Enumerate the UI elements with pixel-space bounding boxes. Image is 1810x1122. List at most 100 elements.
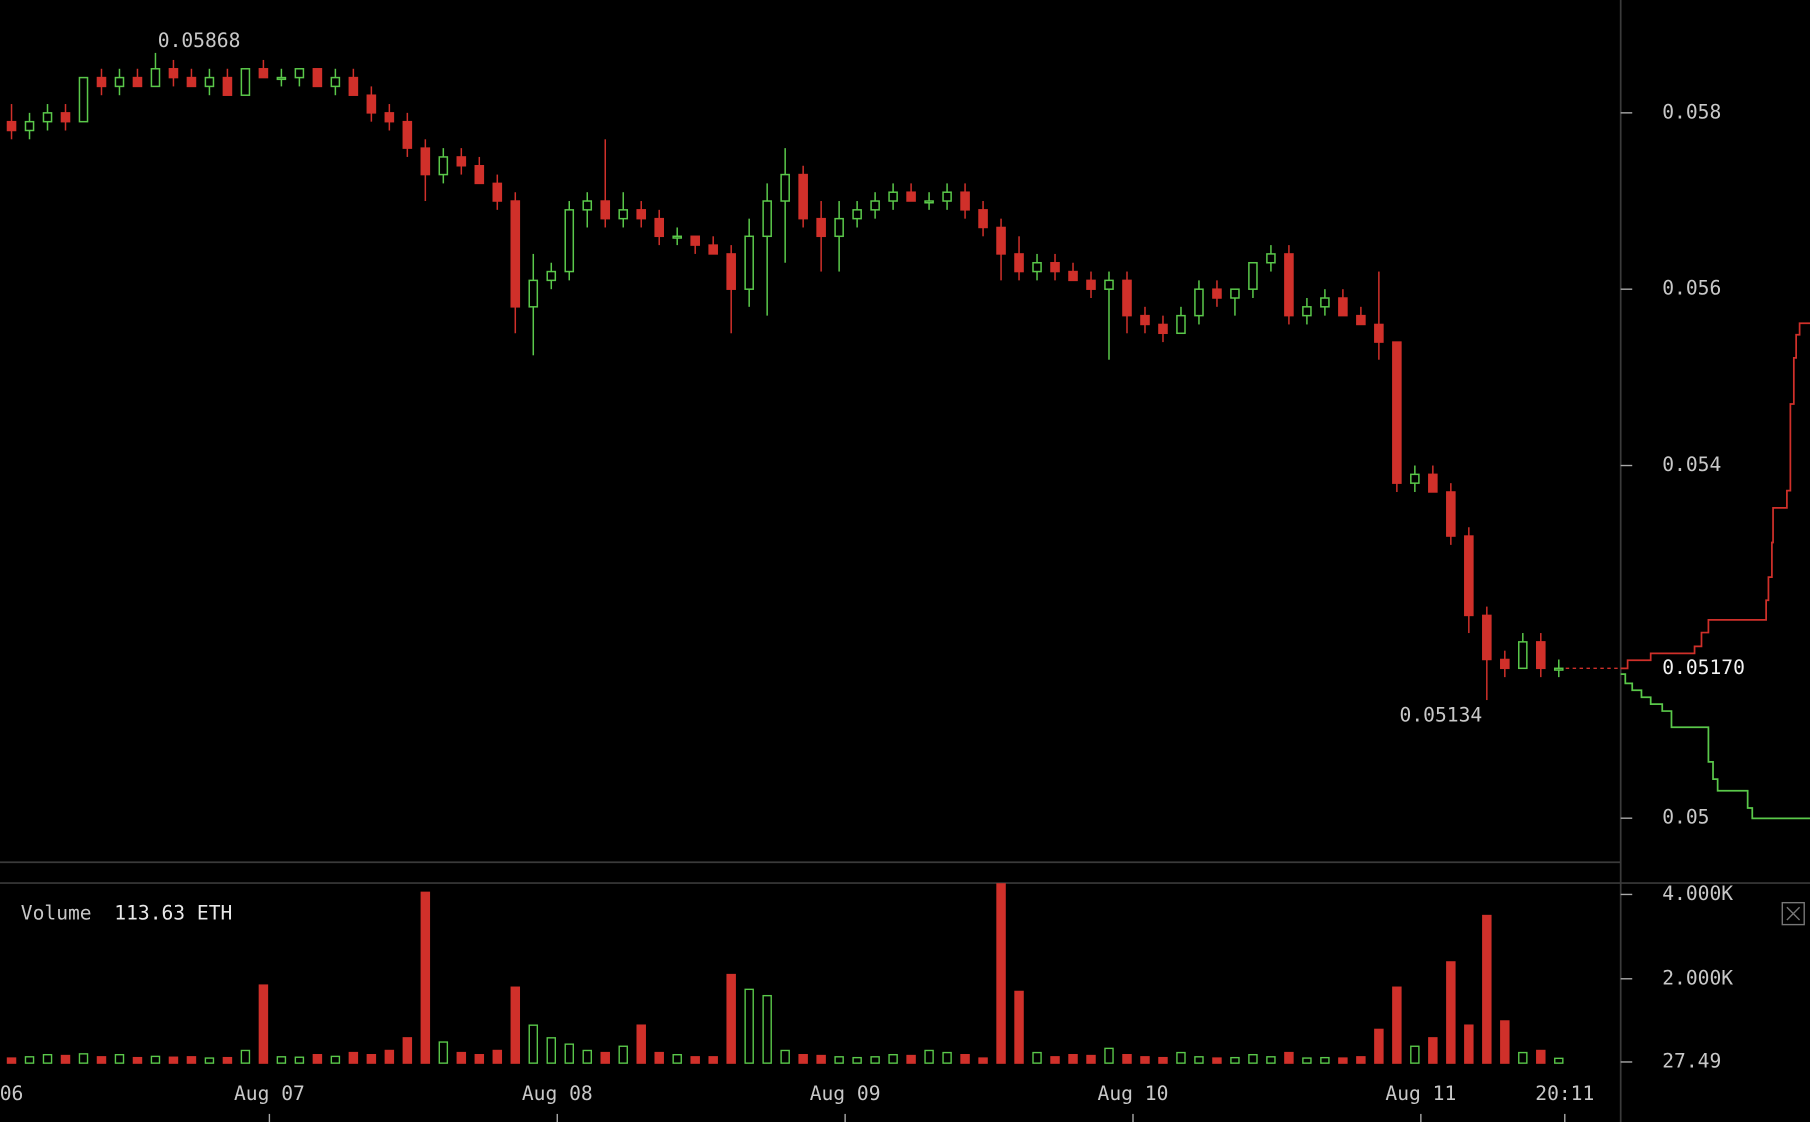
volume-bar <box>114 1054 125 1064</box>
candle-body <box>600 200 611 220</box>
volume-bar <box>960 1054 970 1064</box>
volume-bar <box>276 1056 287 1064</box>
volume-bar <box>1014 990 1024 1064</box>
volume-bar <box>1104 1047 1114 1064</box>
volume-bar <box>672 1054 682 1064</box>
volume-bar <box>366 1054 377 1064</box>
volume-bar <box>384 1049 395 1064</box>
volume-bar <box>168 1056 179 1064</box>
candle-body <box>1140 314 1150 326</box>
volume-bar <box>474 1054 485 1064</box>
volume-bar <box>204 1057 215 1064</box>
candle-body <box>204 76 215 88</box>
volume-bar <box>492 1049 503 1064</box>
volume-bar <box>582 1049 592 1064</box>
candle-body <box>1464 535 1474 617</box>
volume-bar <box>78 1053 89 1064</box>
volume-bar <box>510 986 521 1064</box>
candle-body <box>546 270 557 282</box>
volume-bar <box>60 1054 71 1064</box>
candle-body <box>78 76 89 123</box>
volume-current: 113.63 ETH <box>114 902 232 925</box>
y-tick-label: 0.054 <box>1662 453 1721 476</box>
candle-body <box>1032 261 1042 273</box>
candle-body <box>1104 279 1114 290</box>
x-tick-label: Aug 07 <box>234 1082 305 1105</box>
volume-bar <box>438 1041 449 1064</box>
volume-bar <box>1500 1020 1510 1064</box>
candle-body <box>1302 306 1312 317</box>
candle-body <box>258 68 269 79</box>
volume-bar <box>1392 986 1402 1064</box>
candle-body <box>672 235 682 239</box>
close-box[interactable] <box>1781 901 1805 926</box>
candle-body <box>510 200 521 308</box>
volume-bar <box>348 1051 359 1064</box>
bid-depth <box>1620 673 1810 820</box>
volume-bar <box>1248 1054 1258 1064</box>
candle-body <box>762 200 772 238</box>
close-icon[interactable] <box>1786 906 1801 921</box>
volume-bar <box>96 1056 107 1064</box>
volume-bar <box>1464 1024 1474 1064</box>
candle-body <box>492 182 503 202</box>
candle-body <box>1230 288 1240 299</box>
candle-body <box>222 76 233 96</box>
volume-bar <box>690 1056 700 1064</box>
x-tick-label: Aug 10 <box>1098 1082 1169 1105</box>
candle-body <box>1212 288 1222 299</box>
candle-body <box>816 217 826 238</box>
volume-bar <box>1302 1057 1312 1064</box>
volume-bar <box>1068 1054 1078 1064</box>
volume-bar <box>330 1055 341 1064</box>
candle-body <box>1194 288 1204 317</box>
volume-bar <box>942 1051 952 1064</box>
candle-body <box>870 200 880 211</box>
close-panel-button[interactable] <box>1781 901 1805 926</box>
candle-body <box>1266 253 1276 264</box>
candle-body <box>1500 658 1510 670</box>
volume-bar <box>1212 1057 1222 1064</box>
volume-bar <box>924 1049 934 1064</box>
candle-body <box>1410 473 1420 484</box>
x-tick-label: 06 <box>0 1082 23 1105</box>
candle-body <box>1158 323 1168 335</box>
volume-bar <box>762 994 772 1064</box>
candle-body <box>924 200 934 204</box>
candle-body <box>780 173 790 202</box>
candle-body <box>726 253 736 290</box>
volume-bar <box>1140 1056 1150 1064</box>
volume-bar <box>834 1056 844 1064</box>
volume-bar <box>1356 1056 1366 1064</box>
candle-body <box>294 68 305 79</box>
volume-y-tick-label: 4.000K <box>1662 882 1733 905</box>
candle-body <box>1248 261 1258 290</box>
volume-bar <box>1428 1037 1438 1064</box>
candle-body <box>744 235 754 290</box>
candle-body <box>168 68 179 79</box>
candle-body <box>906 191 916 202</box>
candle-body <box>1446 491 1456 537</box>
volume-bar <box>1176 1051 1186 1064</box>
volume-bar <box>852 1056 862 1064</box>
x-tick-label: Aug 09 <box>810 1082 881 1105</box>
candle-body <box>24 120 35 132</box>
volume-bar <box>870 1056 880 1064</box>
candle-body <box>366 94 377 114</box>
candle-body <box>942 191 952 202</box>
candle-body <box>1176 314 1186 335</box>
high-annotation: 0.05868 <box>158 29 241 52</box>
volume-bar <box>1158 1056 1168 1064</box>
volume-bar <box>528 1024 539 1064</box>
candle-body <box>978 209 988 229</box>
volume-bar <box>1032 1051 1042 1064</box>
candle-body <box>1374 323 1384 343</box>
candle-body <box>888 191 898 202</box>
volume-bar <box>1194 1056 1204 1064</box>
candle-body <box>474 165 485 185</box>
candle-body <box>150 68 161 88</box>
candle-body <box>1338 297 1348 317</box>
y-tick-label: 0.05 <box>1662 806 1709 829</box>
